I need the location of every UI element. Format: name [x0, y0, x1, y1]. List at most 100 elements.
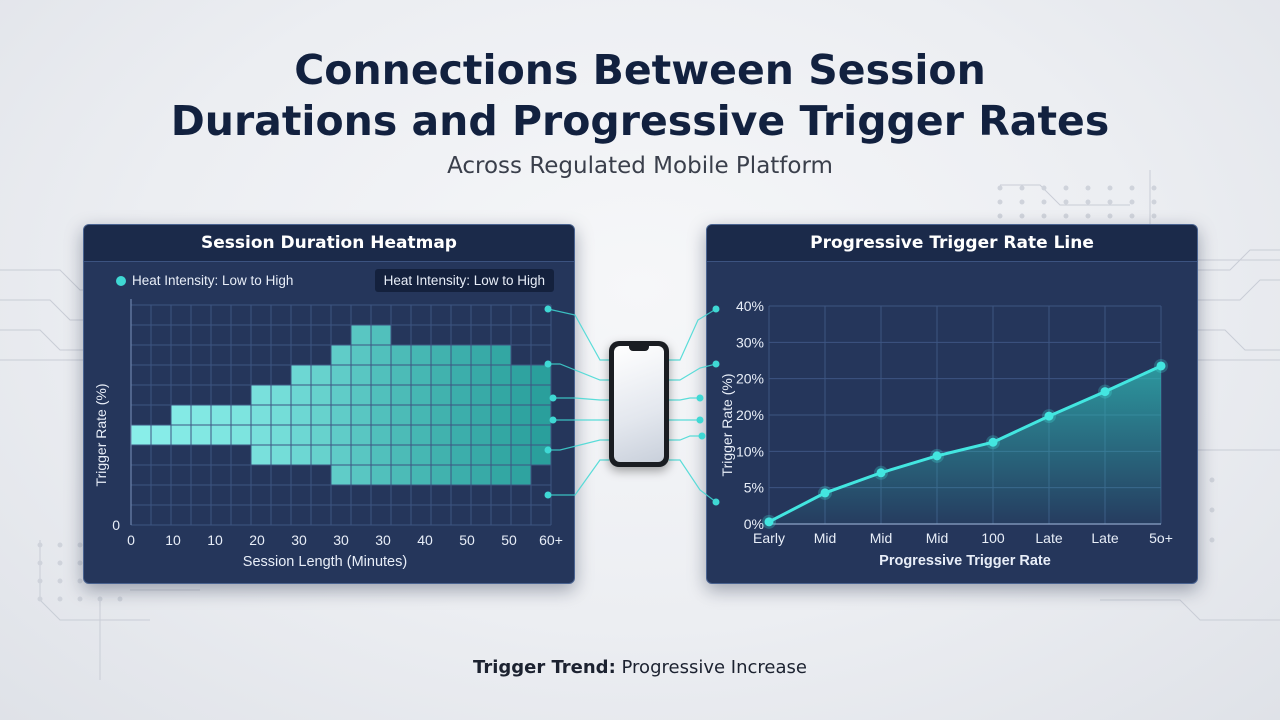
circuit-dot — [97, 596, 103, 602]
heatmap-cell — [191, 405, 211, 425]
heatmap-cell — [291, 425, 311, 445]
line-data-point — [932, 451, 942, 461]
heatmap-cell — [351, 425, 371, 445]
line-data-point — [876, 468, 886, 478]
circuit-dot — [1085, 199, 1091, 205]
heatmap-x-tick-label: 10 — [207, 532, 223, 548]
circuit-dot — [1041, 213, 1047, 219]
heatmap-cell — [331, 465, 351, 485]
line-area-fill — [769, 365, 1161, 524]
line-panel-title: Progressive Trigger Rate Line — [707, 225, 1197, 262]
line-data-point — [1100, 387, 1110, 397]
connector-line — [669, 308, 717, 361]
connector-line — [548, 459, 609, 496]
circuit-dot — [37, 542, 43, 548]
circuit-trace — [0, 269, 83, 291]
heatmap-cell — [271, 445, 291, 465]
circuit-dot — [1019, 185, 1025, 191]
heatmap-cell — [431, 365, 451, 385]
circuit-dot — [1063, 213, 1069, 219]
heatmap-cell — [431, 425, 451, 445]
heatmap-cell — [431, 405, 451, 425]
circuit-trace — [1196, 329, 1280, 351]
heatmap-cell — [531, 385, 551, 405]
line-data-point — [988, 437, 998, 447]
heatmap-cell — [291, 365, 311, 385]
line-data-point — [820, 488, 830, 498]
connector-node — [549, 394, 557, 402]
line-y-tick-label: 20% — [736, 407, 764, 423]
circuit-dot — [57, 542, 63, 548]
circuit-trace — [1100, 599, 1280, 621]
circuit-dot — [997, 185, 1003, 191]
heatmap-cell — [431, 385, 451, 405]
circuit-dot — [1209, 477, 1215, 483]
heatmap-cell — [211, 405, 231, 425]
heatmap-x-tick-label: 30 — [375, 532, 391, 548]
circuit-dot — [1063, 185, 1069, 191]
heatmap-cell — [351, 445, 371, 465]
heatmap-cell — [491, 345, 511, 365]
circuit-dot — [1129, 185, 1135, 191]
heatmap-cell — [291, 385, 311, 405]
heatmap-cell — [351, 405, 371, 425]
circuit-trace — [1000, 184, 1130, 206]
page-subtitle: Across Regulated Mobile Platform — [447, 153, 833, 179]
heatmap-cell — [471, 365, 491, 385]
heatmap-cell — [491, 385, 511, 405]
heatmap-panel: 0 10 10 20 30 30 30 40 50 50 60+ 0 Session Length (M… — [83, 224, 575, 584]
heatmap-cell — [171, 405, 191, 425]
heatmap-cell — [471, 425, 491, 445]
line-x-tick-label: Early — [753, 530, 785, 546]
line-x-tick-label: Mid — [870, 530, 893, 546]
phone-screen — [614, 346, 664, 462]
phone-notch — [629, 346, 649, 351]
heatmap-cell — [391, 425, 411, 445]
line-x-tick-label: Mid — [814, 530, 837, 546]
heatmap-cell — [411, 425, 431, 445]
heatmap-cell — [231, 425, 251, 445]
heatmap-cell — [511, 425, 531, 445]
circuit-dot — [77, 560, 83, 566]
circuit-dot — [1063, 199, 1069, 205]
heatmap-x-tick-label: 40 — [417, 532, 433, 548]
connector-line — [548, 363, 609, 381]
heatmap-cell — [511, 385, 531, 405]
circuit-dot — [1019, 199, 1025, 205]
circuit-dot — [37, 596, 43, 602]
connector-node — [544, 360, 552, 368]
heatmap-cell — [291, 445, 311, 465]
legend-dot-icon — [116, 276, 126, 286]
heatmap-cell — [451, 465, 471, 485]
heatmap-cell — [311, 445, 331, 465]
heatmap-x-tick-label: 30 — [333, 532, 349, 548]
heatmap-cell — [491, 365, 511, 385]
circuit-trace — [0, 299, 83, 321]
line-x-axis-label: Progressive Trigger Rate — [879, 553, 1051, 569]
heatmap-cell — [271, 425, 291, 445]
footer-value: Progressive Increase — [621, 657, 807, 678]
circuit-dot — [37, 578, 43, 584]
heatmap-cell — [351, 345, 371, 365]
heatmap-cell — [391, 405, 411, 425]
heatmap-cell — [451, 405, 471, 425]
heatmap-cell — [211, 425, 231, 445]
heatmap-cell — [411, 445, 431, 465]
heatmap-cell — [271, 405, 291, 425]
heatmap-cell — [351, 325, 371, 345]
line-x-tick-label: Mid — [926, 530, 949, 546]
circuit-dot — [1041, 199, 1047, 205]
heatmap-cell — [331, 405, 351, 425]
heatmap-cell — [451, 385, 471, 405]
heatmap-cell — [531, 405, 551, 425]
circuit-dot — [57, 560, 63, 566]
heatmap-cell — [371, 385, 391, 405]
connector-node — [712, 360, 720, 368]
heatmap-cell — [251, 445, 271, 465]
page-title-line-2: Durations and Progressive Trigger Rates — [170, 97, 1110, 145]
heatmap-cell — [371, 405, 391, 425]
heatmap-cell — [351, 465, 371, 485]
heatmap-chart: 0 10 10 20 30 30 30 40 50 50 60+ 0 Session Length (M… — [93, 299, 563, 570]
circuit-dot — [997, 199, 1003, 205]
